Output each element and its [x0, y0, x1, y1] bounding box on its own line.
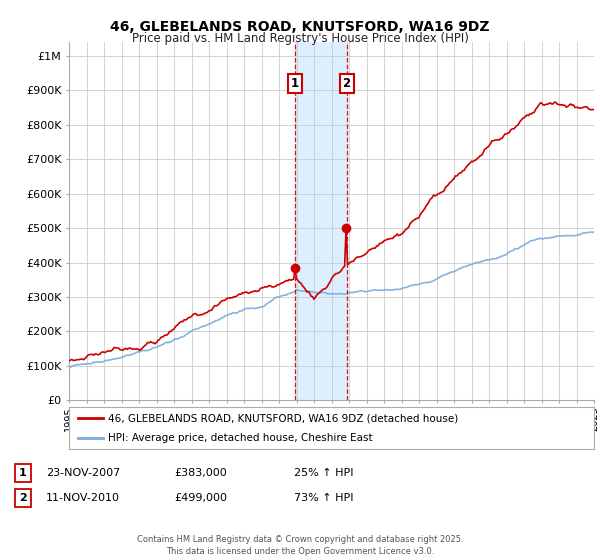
- Text: £499,000: £499,000: [174, 493, 227, 503]
- Text: 46, GLEBELANDS ROAD, KNUTSFORD, WA16 9DZ: 46, GLEBELANDS ROAD, KNUTSFORD, WA16 9DZ: [110, 20, 490, 34]
- Text: 25% ↑ HPI: 25% ↑ HPI: [294, 468, 353, 478]
- Text: 46, GLEBELANDS ROAD, KNUTSFORD, WA16 9DZ (detached house): 46, GLEBELANDS ROAD, KNUTSFORD, WA16 9DZ…: [109, 413, 458, 423]
- Text: 73% ↑ HPI: 73% ↑ HPI: [294, 493, 353, 503]
- Text: 1: 1: [290, 77, 299, 90]
- Text: £383,000: £383,000: [174, 468, 227, 478]
- Text: 2: 2: [19, 493, 26, 503]
- Text: 23-NOV-2007: 23-NOV-2007: [46, 468, 121, 478]
- Text: 2: 2: [343, 77, 350, 90]
- Text: Price paid vs. HM Land Registry's House Price Index (HPI): Price paid vs. HM Land Registry's House …: [131, 32, 469, 45]
- Text: 11-NOV-2010: 11-NOV-2010: [46, 493, 120, 503]
- Text: HPI: Average price, detached house, Cheshire East: HPI: Average price, detached house, Ches…: [109, 433, 373, 443]
- Text: 1: 1: [19, 468, 26, 478]
- Bar: [295, 42, 347, 400]
- Text: Contains HM Land Registry data © Crown copyright and database right 2025.
This d: Contains HM Land Registry data © Crown c…: [137, 535, 463, 556]
